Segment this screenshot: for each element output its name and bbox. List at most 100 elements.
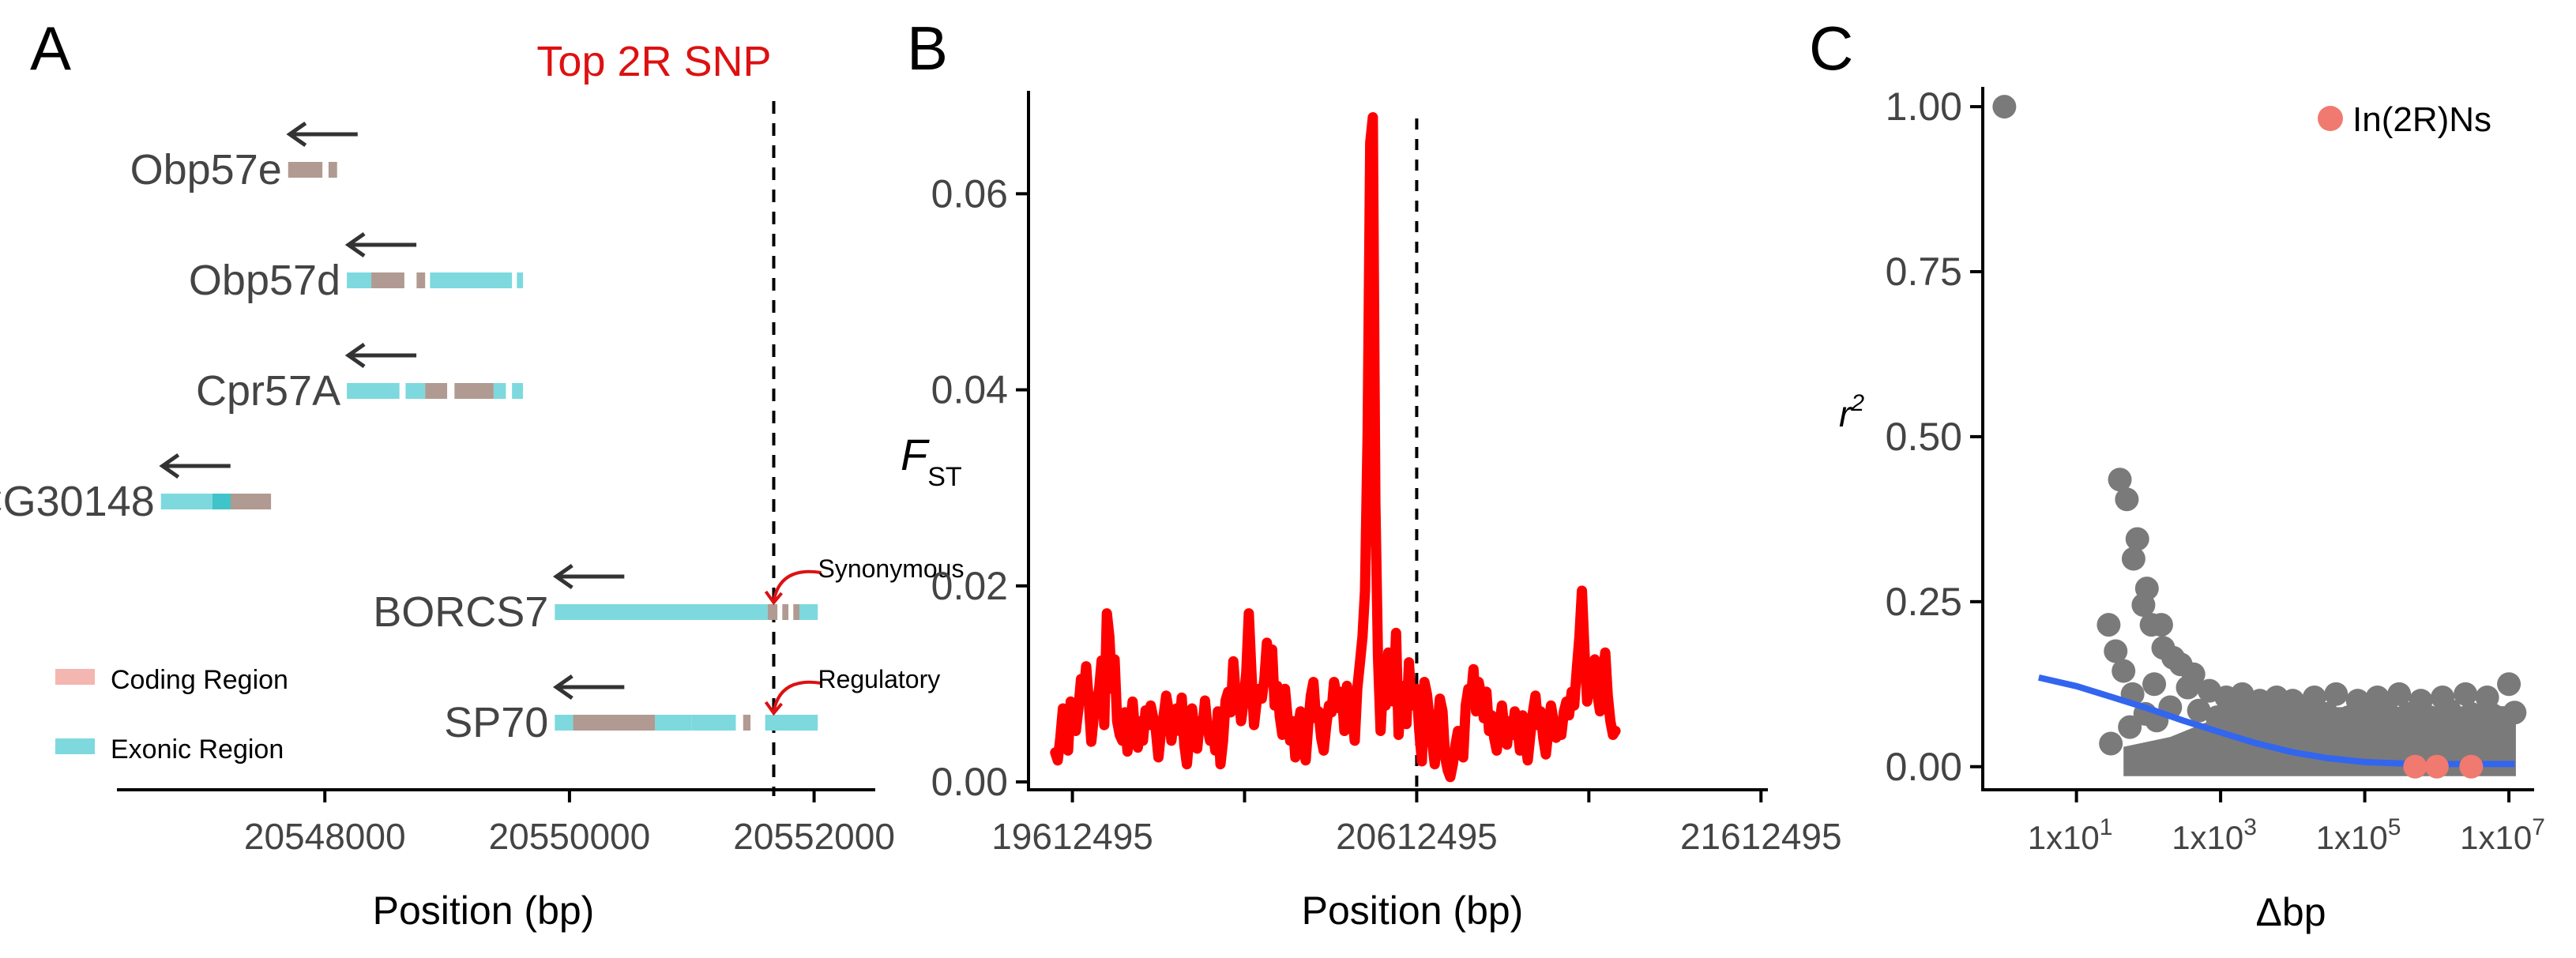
inversion-point	[2403, 754, 2427, 779]
gene-segment-coding	[767, 604, 778, 620]
variant-annotation-label: Regulatory	[818, 665, 940, 693]
scatter-point	[2118, 715, 2142, 739]
scatter-point	[2175, 675, 2200, 700]
legend-coding-swatch	[55, 669, 95, 685]
scatter-point	[2475, 686, 2499, 710]
scatter-point	[2125, 527, 2149, 551]
scatter-point	[2099, 731, 2123, 756]
gene-name: Cpr57A	[196, 367, 340, 415]
scatter-point	[2480, 703, 2505, 727]
r2-y-label-sup: 2	[1850, 390, 1864, 416]
gene-segment-exonic	[555, 715, 573, 731]
gene-segment-exonic	[655, 715, 692, 731]
inversion-point	[2459, 754, 2484, 779]
x-tick-label: 1x103	[2172, 814, 2257, 856]
scatter-point	[2417, 705, 2442, 730]
panel-a-x-ticks: 20548000 20550000 20552000	[244, 790, 895, 857]
gene-segment-coding	[288, 162, 323, 178]
legend-coding-label: Coding Region	[111, 665, 288, 695]
inversion-points	[2403, 754, 2484, 779]
x-tick-label: 20548000	[244, 816, 406, 857]
gene-sp70: SP70 Regulatory	[444, 665, 940, 746]
scatter-point	[2375, 698, 2399, 723]
scatter-point	[2293, 698, 2318, 723]
gene-segment-exonic	[512, 383, 524, 399]
variant-pointer-icon	[772, 680, 822, 712]
legend-inversion-swatch	[2318, 106, 2343, 131]
scatter-point	[2503, 701, 2527, 725]
gene-segment-exonic	[765, 715, 818, 731]
gene-segment-coding	[573, 715, 656, 731]
panel-b-fst-chart: B 19612495 20612495 21612495 0.00 0.02 0.04 0.…	[901, 13, 1842, 933]
y-tick-label: 0.75	[1886, 250, 1962, 294]
variant-pointer-icon	[772, 569, 822, 602]
variant-annotation-label: Synonymous	[818, 554, 964, 583]
panel-c-legend: In(2R)Ns	[2318, 100, 2491, 139]
scatter-point	[2112, 659, 2136, 683]
x-tick-label: 20612495	[1336, 816, 1498, 857]
x-tick-label: 21612495	[1680, 816, 1842, 857]
y-tick-label: 0.06	[931, 171, 1008, 216]
x-tick-label: 20552000	[733, 816, 895, 857]
gene-segment-exonic	[347, 383, 400, 399]
gene-segment-coding	[425, 383, 448, 399]
scatter-point	[2108, 468, 2132, 492]
x-tick-label: 1x107	[2460, 814, 2545, 856]
panel-b-label: B	[907, 13, 948, 83]
strand-arrowhead-icon	[344, 342, 366, 369]
scatter-point	[2396, 701, 2420, 726]
x-tick-label: 1x101	[2028, 814, 2113, 856]
top-snp-label: Top 2R SNP	[536, 38, 771, 85]
gene-segment-exonic	[517, 272, 524, 288]
gene-segment-exonic	[430, 272, 513, 288]
panel-c-label: C	[1809, 13, 1853, 83]
y-tick-label: 0.00	[931, 760, 1008, 804]
panel-c-y-axis-title: r2	[1839, 390, 1864, 434]
gene-segment-coding	[416, 272, 426, 288]
y-tick-label: 0.04	[931, 368, 1008, 412]
scatter-point	[2437, 698, 2461, 723]
gene-obp57e: Obp57e	[130, 121, 358, 193]
r2-y-label-main: r	[1839, 393, 1852, 434]
fst-y-label-sub: ST	[927, 462, 961, 492]
gene-segment-exonic	[160, 494, 212, 509]
gene-segment-coding	[371, 272, 404, 288]
legend-exonic-swatch	[55, 738, 95, 754]
scatter-point	[2149, 613, 2173, 637]
panel-b-ticks: 19612495 20612495 21612495 0.00 0.02 0.04 0.06	[931, 171, 1842, 857]
gene-segment-coding	[743, 715, 751, 731]
gene-name: SP70	[444, 699, 548, 746]
strand-arrowhead-icon	[159, 453, 180, 479]
panel-c-ticks: 1x101 1x103 1x105 1x107 0.00 0.25 0.50 0.75 1.00	[1886, 85, 2545, 856]
scatter-point	[2187, 698, 2211, 723]
panel-b-y-axis-title: FST	[901, 430, 962, 492]
inversion-point	[2424, 754, 2449, 779]
fst-series-line	[1050, 112, 1621, 783]
scatter-point	[2273, 705, 2298, 730]
scatter-point	[2121, 547, 2145, 571]
gene-segment-coding	[328, 162, 337, 178]
gene-obp57d: Obp57d	[189, 231, 524, 304]
scatter-point	[2315, 701, 2339, 726]
gene-name: CG30148	[0, 478, 155, 525]
gene-segment-exonic	[691, 715, 736, 731]
gene-cg30148: CG30148	[0, 453, 272, 525]
gene-segment-exonic_dark	[212, 494, 231, 509]
strand-arrowhead-icon	[552, 563, 573, 590]
gene-segment-exonic	[555, 604, 768, 620]
scatter-point	[2352, 701, 2377, 726]
gene-cpr57a: Cpr57A	[196, 342, 524, 415]
scatter-point	[2387, 682, 2412, 706]
gene-segment-coding	[231, 494, 272, 509]
gene-segment-coding	[782, 604, 789, 620]
panel-a-label: A	[30, 13, 71, 83]
scatter-point	[2134, 577, 2159, 601]
x-tick-label: 19612495	[991, 816, 1153, 857]
scatter-point	[2097, 613, 2121, 637]
fst-y-label-main: F	[901, 430, 930, 479]
y-tick-label: 0.00	[1886, 745, 1962, 789]
legend-exonic-label: Exonic Region	[111, 734, 284, 765]
gene-name: Obp57d	[189, 257, 340, 304]
gene-segment-coding	[454, 383, 494, 399]
